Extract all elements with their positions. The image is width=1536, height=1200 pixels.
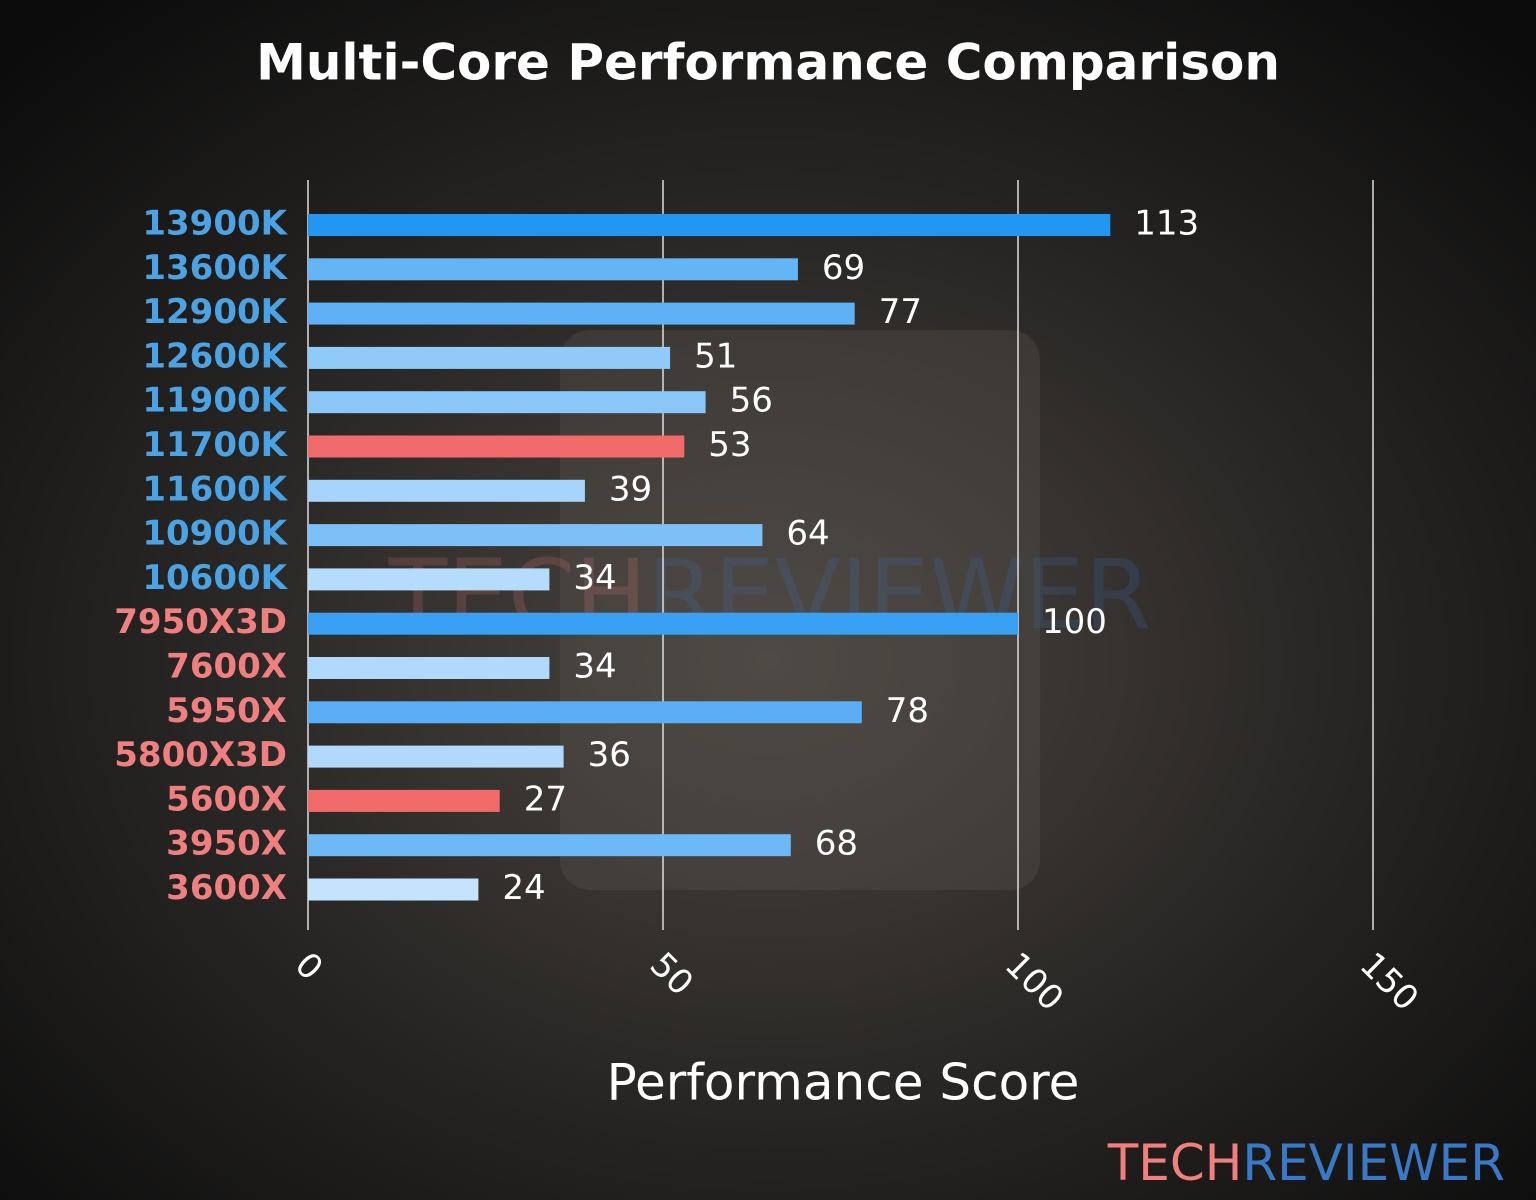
bar: [308, 524, 763, 547]
x-axis-label: Performance Score: [607, 1054, 1080, 1112]
category-label: 13900K: [142, 204, 288, 244]
category-label: 13600K: [142, 248, 288, 288]
category-label: 7950X3D: [114, 602, 287, 642]
category-label: 12900K: [142, 292, 288, 332]
value-label: 100: [1042, 602, 1107, 642]
value-label: 78: [886, 691, 929, 731]
value-label: 56: [730, 381, 773, 421]
bar: [308, 302, 855, 325]
value-label: 34: [573, 558, 616, 598]
bar: [308, 346, 671, 369]
category-label: 5950X: [166, 691, 287, 731]
bar: [308, 258, 798, 281]
watermark-part: TECH: [1107, 1134, 1243, 1192]
bar: [308, 657, 550, 679]
chart-title: Multi-Core Performance Comparison: [256, 34, 1280, 92]
value-label: 36: [588, 735, 631, 775]
bar: [308, 701, 862, 724]
category-label: 11700K: [142, 425, 288, 465]
category-label: 5600X: [166, 779, 287, 819]
value-label: 53: [708, 425, 751, 465]
bar: [308, 214, 1111, 236]
value-label: 34: [573, 647, 616, 687]
value-label: 64: [786, 514, 829, 554]
category-label: 11900K: [142, 381, 288, 421]
watermark-part: REVIEWER: [1242, 1134, 1505, 1192]
background-chip: [560, 330, 1040, 890]
value-label: 27: [524, 779, 567, 819]
bar: [308, 612, 1018, 635]
watermark-logo: TECHREVIEWER: [1107, 1134, 1505, 1192]
bar: [308, 789, 500, 812]
bar: [308, 568, 550, 591]
bar: [308, 391, 706, 414]
category-label: 12600K: [142, 336, 288, 376]
value-label: 39: [609, 469, 652, 509]
bar: [308, 435, 685, 458]
bar: [308, 745, 564, 768]
category-label: 10900K: [142, 514, 288, 554]
value-label: 51: [694, 336, 737, 376]
category-label: 3600X: [166, 868, 287, 908]
category-label: 5800X3D: [114, 735, 287, 775]
bar: [308, 878, 479, 901]
category-label: 7600X: [166, 647, 287, 687]
value-label: 69: [822, 248, 865, 288]
value-label: 24: [502, 868, 545, 908]
category-label: 3950X: [166, 824, 287, 864]
bar: [308, 834, 791, 857]
category-label: 11600K: [142, 469, 288, 509]
value-label: 77: [879, 292, 922, 332]
value-label: 113: [1134, 204, 1199, 244]
value-label: 68: [815, 824, 858, 864]
bar: [308, 479, 585, 502]
category-label: 10600K: [142, 558, 288, 598]
